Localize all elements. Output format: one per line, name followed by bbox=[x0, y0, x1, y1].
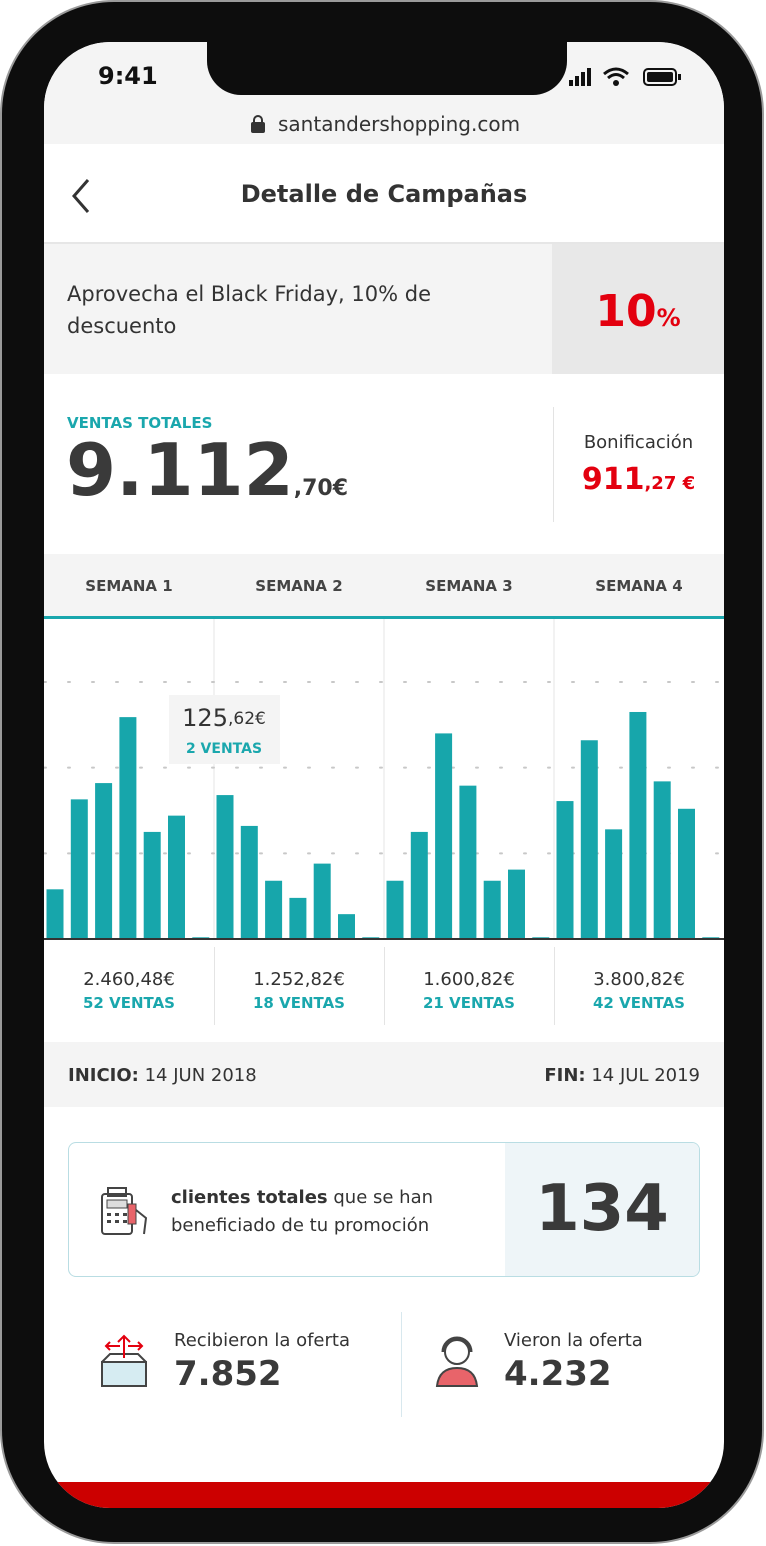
divider bbox=[44, 242, 724, 244]
bar bbox=[410, 831, 428, 939]
status-icons bbox=[569, 67, 681, 86]
bar bbox=[338, 914, 355, 939]
discount-value: 10 bbox=[595, 286, 657, 337]
week-total: 2.460,48€ bbox=[83, 969, 175, 990]
tab[interactable]: SEMANA 2 bbox=[255, 577, 343, 595]
bar bbox=[483, 880, 501, 939]
tooltip-amount: 125,62€ bbox=[182, 704, 266, 732]
divider bbox=[384, 947, 385, 1025]
week-total: 1.252,82€ bbox=[253, 969, 345, 990]
offer-label: Vieron la oferta bbox=[504, 1330, 643, 1351]
time: 9:41 bbox=[98, 62, 158, 90]
bar bbox=[580, 740, 598, 939]
start-label: INICIO: bbox=[68, 1065, 139, 1086]
divider bbox=[554, 947, 555, 1025]
end-value: 14 JUL 2019 bbox=[591, 1065, 700, 1086]
box-icon bbox=[101, 1334, 147, 1387]
divider bbox=[553, 407, 554, 522]
bonus: 911,27 € bbox=[553, 462, 724, 497]
bar bbox=[168, 815, 185, 939]
bar bbox=[265, 880, 283, 939]
discount: 10% bbox=[552, 286, 724, 337]
tooltip-decimals: ,62€ bbox=[228, 709, 266, 729]
url: santandershopping.com bbox=[278, 112, 521, 136]
bar bbox=[605, 829, 623, 939]
bar bbox=[119, 717, 137, 939]
week-total: 1.600,82€ bbox=[423, 969, 515, 990]
week-total: 3.800,82€ bbox=[593, 969, 685, 990]
bonus-integer: 911 bbox=[581, 462, 645, 497]
bar bbox=[508, 869, 525, 939]
bonus-decimals: ,27 € bbox=[644, 473, 696, 494]
offer-label: Recibieron la oferta bbox=[174, 1330, 350, 1351]
sales-integer: 9.112 bbox=[66, 428, 294, 512]
discount-box bbox=[552, 244, 724, 374]
campaign-text: Aprovecha el Black Friday, 10% de descue… bbox=[67, 282, 431, 338]
bar bbox=[556, 801, 574, 939]
tab[interactable]: SEMANA 1 bbox=[85, 577, 173, 595]
tooltip-sales: 2 VENTAS bbox=[186, 741, 262, 757]
week-sales: 21 VENTAS bbox=[423, 994, 515, 1012]
clients-bold: clientes totales bbox=[171, 1187, 328, 1208]
clients-card bbox=[68, 1142, 700, 1277]
tab[interactable]: SEMANA 4 bbox=[595, 577, 683, 595]
sales-total: 9.112,70€ bbox=[66, 428, 348, 512]
tooltip bbox=[169, 695, 280, 764]
bar bbox=[95, 783, 113, 939]
week-sales: 18 VENTAS bbox=[253, 994, 345, 1012]
end-label: FIN: bbox=[544, 1065, 586, 1086]
bar bbox=[70, 799, 88, 939]
bar bbox=[459, 785, 477, 939]
clients-desc: que se han beneficiado de tu promoción bbox=[171, 1187, 434, 1236]
bar bbox=[386, 880, 404, 939]
bar-chart: 125,62€ 2 VENTAS bbox=[44, 619, 724, 940]
bonus-label: Bonificación bbox=[583, 432, 694, 453]
offer-value: 4.232 bbox=[504, 1354, 612, 1394]
bar bbox=[216, 795, 234, 939]
bar bbox=[143, 831, 161, 939]
bar bbox=[313, 863, 331, 939]
start-date: INICIO: 14 JUN 2018 bbox=[68, 1065, 257, 1086]
tabs bbox=[44, 554, 724, 619]
back-button[interactable] bbox=[68, 176, 98, 216]
bar bbox=[629, 711, 647, 939]
person-icon bbox=[435, 1336, 479, 1387]
lock-icon bbox=[251, 115, 265, 133]
bar bbox=[678, 808, 695, 939]
tab-underline bbox=[44, 616, 724, 619]
tooltip-integer: 125 bbox=[182, 704, 228, 732]
clients-text: clientes totales que se han beneficiado … bbox=[171, 1184, 471, 1240]
bar bbox=[46, 889, 64, 939]
divider bbox=[401, 1312, 402, 1417]
screen: 9:41 santandershopping.com Detalle de Ca… bbox=[44, 42, 724, 1508]
pos-icon bbox=[101, 1187, 148, 1235]
tab[interactable]: SEMANA 3 bbox=[425, 577, 513, 595]
notch bbox=[207, 42, 567, 95]
week-sales: 52 VENTAS bbox=[83, 994, 175, 1012]
week-sales: 42 VENTAS bbox=[593, 994, 685, 1012]
clients-value: 134 bbox=[535, 1172, 669, 1246]
discount-unit: % bbox=[656, 304, 681, 332]
divider bbox=[214, 947, 215, 1025]
bar bbox=[240, 825, 258, 939]
bar bbox=[653, 781, 671, 939]
offer-value: 7.852 bbox=[174, 1354, 282, 1394]
clients-value-box bbox=[505, 1143, 699, 1276]
sales-decimals: ,70€ bbox=[293, 476, 349, 501]
bottom-bar bbox=[44, 1482, 724, 1508]
end-date: FIN: 14 JUL 2019 bbox=[544, 1065, 700, 1086]
bar bbox=[435, 733, 453, 939]
header-title: Detalle de Campañas bbox=[240, 180, 528, 208]
dates-band bbox=[44, 1042, 724, 1107]
sales-label: VENTAS TOTALES bbox=[67, 414, 213, 432]
bar bbox=[289, 897, 307, 939]
start-value: 14 JUN 2018 bbox=[144, 1065, 257, 1086]
